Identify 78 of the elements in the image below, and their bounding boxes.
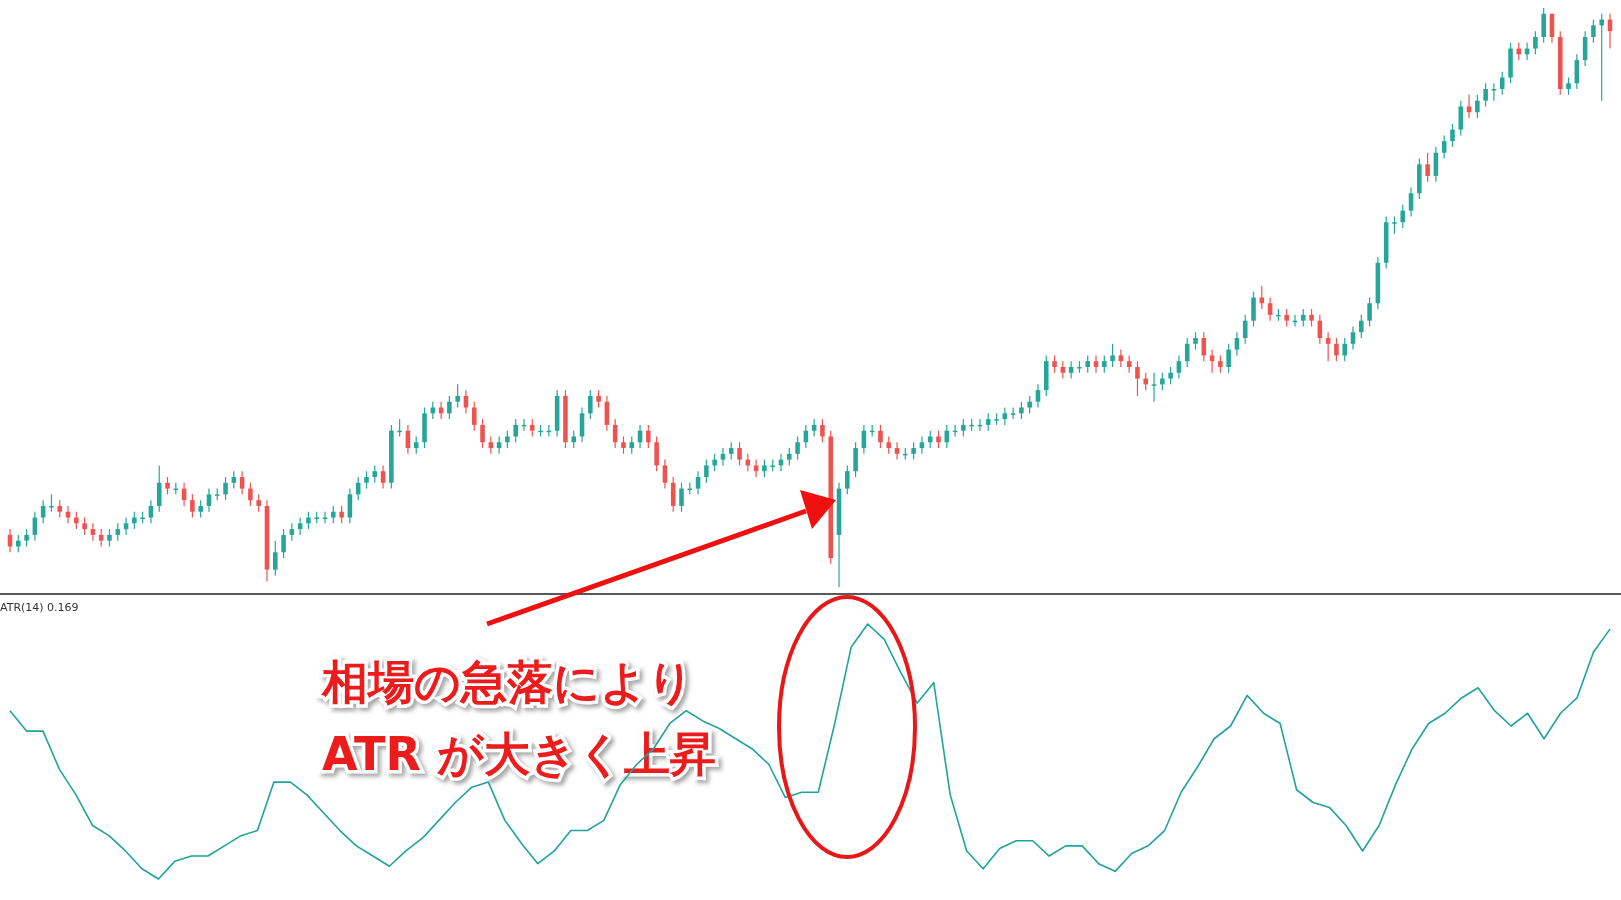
chart-title: ATR(14) 0.169 — [0, 601, 79, 614]
candlestick — [480, 418, 485, 449]
candlestick — [123, 516, 129, 536]
candlestick — [496, 435, 502, 455]
candlestick — [1591, 18, 1596, 44]
candlestick — [1533, 30, 1538, 55]
candlestick — [1267, 296, 1273, 322]
candlestick — [1342, 337, 1347, 362]
candlestick — [853, 441, 858, 478]
candlestick — [845, 464, 850, 495]
candlestick — [1475, 94, 1480, 119]
candlestick — [919, 435, 925, 455]
candlestick — [894, 441, 900, 461]
candlestick — [1499, 71, 1505, 96]
candlestick — [1226, 343, 1231, 374]
candlestick — [281, 528, 286, 559]
candlestick — [239, 470, 245, 495]
candlestick — [1425, 152, 1430, 183]
candlestick — [1110, 343, 1115, 368]
candlestick — [289, 522, 295, 542]
candlestick — [65, 505, 71, 524]
candlestick — [820, 418, 825, 443]
candlestick — [347, 487, 353, 524]
candlestick — [1350, 325, 1356, 351]
candlestick — [795, 435, 800, 461]
candlestick — [273, 540, 278, 577]
candlestick — [447, 395, 452, 420]
candlestick — [1599, 13, 1604, 102]
candlestick — [720, 447, 726, 467]
candlestick — [1325, 331, 1331, 362]
candlestick — [471, 401, 477, 432]
candlestick — [1450, 123, 1455, 148]
candlestick — [156, 464, 162, 513]
candlestick — [1176, 354, 1182, 380]
candlestick — [1209, 349, 1215, 374]
candlestick — [1408, 186, 1414, 218]
candlestick — [1458, 100, 1464, 136]
candlestick — [380, 464, 386, 490]
candlestick — [1483, 82, 1488, 108]
candlestick — [1541, 7, 1546, 44]
candlestick — [1151, 372, 1157, 403]
candlestick — [878, 424, 883, 449]
candlestick — [1491, 82, 1497, 102]
candlestick — [662, 459, 668, 490]
candlestick — [1010, 406, 1016, 420]
candlestick — [1367, 296, 1372, 328]
candlestick — [1242, 314, 1248, 345]
candlestick — [1359, 314, 1364, 339]
candlestick — [90, 522, 96, 542]
candlestick — [588, 389, 593, 420]
candlestick — [148, 499, 154, 524]
candlestick — [679, 482, 684, 513]
candlestick — [753, 459, 759, 478]
candlestick — [40, 499, 46, 524]
candlestick — [1093, 354, 1099, 374]
candlestick — [513, 418, 518, 443]
candlestick — [1035, 383, 1041, 409]
candlestick — [1135, 360, 1140, 397]
candlestick — [206, 487, 212, 513]
candlestick — [811, 418, 817, 438]
candlestick — [463, 389, 469, 414]
candlestick — [248, 482, 253, 507]
candlestick — [1466, 94, 1472, 119]
candlestick — [1400, 204, 1406, 229]
candlestick — [1441, 134, 1447, 160]
candlestick — [646, 424, 651, 449]
candlestick — [1251, 291, 1256, 328]
candlestick — [1234, 331, 1240, 356]
candlestick — [1118, 349, 1124, 368]
candlestick — [190, 493, 195, 519]
candlestick — [1334, 337, 1339, 362]
candlestick — [704, 459, 709, 484]
candlestick — [455, 383, 460, 409]
candlestick — [695, 470, 701, 495]
candlestick — [1068, 360, 1074, 380]
candlestick — [223, 476, 228, 501]
candlestick — [654, 435, 659, 472]
candlestick — [737, 441, 742, 467]
